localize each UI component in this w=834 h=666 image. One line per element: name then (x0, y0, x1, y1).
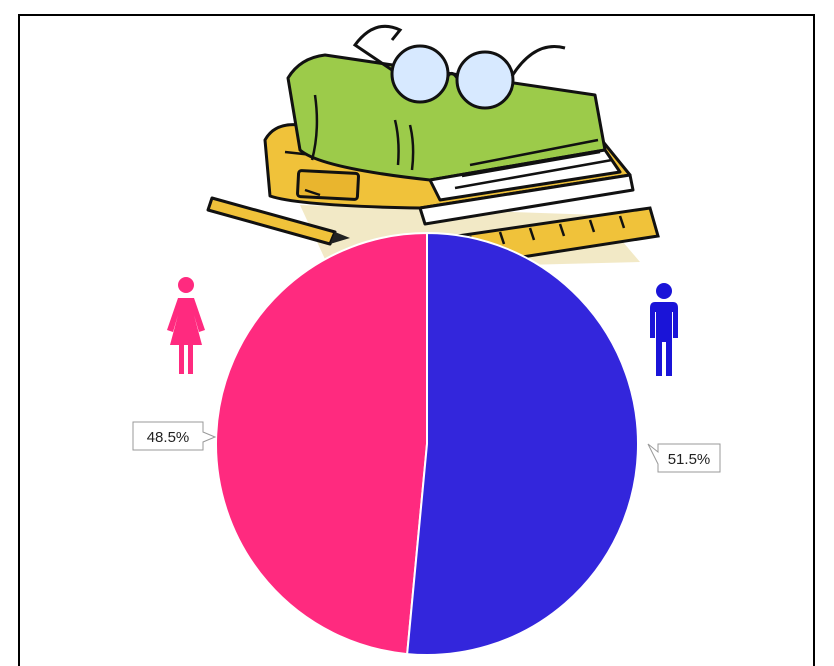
svg-text:48.5%: 48.5% (147, 429, 190, 446)
pie-group (215, 231, 639, 656)
pie-slice-male (406, 231, 639, 656)
slice-label-female: 48.5% (132, 421, 217, 451)
slice-label-male: 51.5% (647, 443, 721, 473)
pie-slice-female (215, 231, 428, 656)
male-icon (650, 283, 678, 376)
svg-text:51.5%: 51.5% (668, 451, 711, 468)
female-icon (167, 277, 205, 374)
